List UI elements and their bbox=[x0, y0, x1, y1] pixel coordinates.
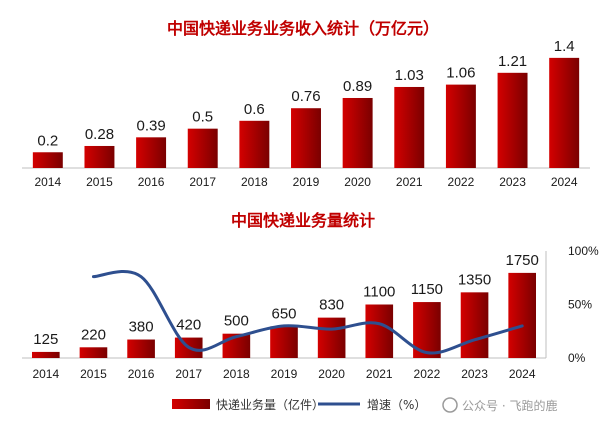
bottom-value-label-2023: 1350 bbox=[458, 271, 491, 288]
top-value-label-2024: 1.4 bbox=[554, 38, 575, 55]
top-x-tick-2016: 2016 bbox=[138, 175, 165, 189]
top-value-label-2014: 0.2 bbox=[37, 132, 58, 149]
top-bar-2015 bbox=[84, 145, 115, 168]
top-value-label-2016: 0.39 bbox=[136, 117, 165, 134]
top-x-tick-2015: 2015 bbox=[86, 175, 113, 189]
top-bar-2018 bbox=[239, 120, 270, 168]
top-x-tick-2017: 2017 bbox=[189, 175, 216, 189]
watermark-text: 公众号 · 飞跑的鹿 bbox=[462, 398, 557, 413]
bottom-value-label-2018: 500 bbox=[224, 313, 249, 330]
bottom-x-tick-2016: 2016 bbox=[128, 367, 155, 381]
bottom-bar-2024 bbox=[508, 272, 536, 358]
top-bar-2021 bbox=[394, 86, 425, 168]
legend-bar-label: 快递业务量（亿件） bbox=[216, 397, 324, 412]
top-bar-2023 bbox=[497, 72, 528, 168]
bottom-chart: 125 2014 220 2015 380 2016 420 2017 500 2018 650 20… bbox=[22, 244, 599, 381]
bottom-value-label-2015: 220 bbox=[81, 326, 106, 343]
top-bar-2019 bbox=[291, 108, 321, 168]
top-chart-title: 中国快递业务业务收入统计（万亿元） bbox=[167, 19, 439, 38]
top-x-tick-2019: 2019 bbox=[293, 175, 320, 189]
bottom-value-label-2019: 650 bbox=[271, 305, 296, 322]
top-bar-2016 bbox=[136, 137, 167, 168]
bottom-bar-2014 bbox=[32, 351, 60, 358]
top-bar-2017 bbox=[187, 128, 218, 168]
top-bar-2014 bbox=[32, 152, 63, 168]
bottom-x-tick-2022: 2022 bbox=[414, 367, 441, 381]
bottom-bar-2019 bbox=[270, 326, 298, 358]
top-value-label-2023: 1.21 bbox=[498, 53, 527, 70]
top-value-label-2020: 0.89 bbox=[343, 78, 372, 95]
top-x-tick-2023: 2023 bbox=[499, 175, 526, 189]
top-x-tick-2014: 2014 bbox=[34, 175, 61, 189]
legend-line-label: 增速（%） bbox=[367, 398, 426, 412]
top-value-label-2015: 0.28 bbox=[85, 126, 114, 143]
bottom-value-label-2016: 380 bbox=[129, 319, 154, 336]
top-value-label-2019: 0.76 bbox=[291, 88, 320, 105]
top-x-tick-2024: 2024 bbox=[551, 175, 578, 189]
bottom-chart-title: 中国快递业务量统计 bbox=[231, 211, 375, 230]
top-value-label-2022: 1.06 bbox=[446, 65, 475, 82]
right-y-tick-100pct: 100% bbox=[568, 244, 599, 258]
legend: 快递业务量（亿件） 增速（%） bbox=[172, 397, 426, 412]
bottom-x-tick-2014: 2014 bbox=[32, 367, 59, 381]
bottom-x-tick-2020: 2020 bbox=[318, 367, 345, 381]
top-bar-2022 bbox=[445, 84, 476, 168]
bottom-bar-2023 bbox=[460, 292, 489, 358]
growth-rate-line bbox=[91, 270, 524, 355]
top-value-label-2021: 1.03 bbox=[395, 67, 424, 84]
bottom-value-label-2020: 830 bbox=[319, 297, 344, 314]
bottom-x-tick-2017: 2017 bbox=[175, 367, 202, 381]
legend-bar-swatch bbox=[172, 399, 210, 409]
bottom-x-tick-2015: 2015 bbox=[80, 367, 107, 381]
top-x-tick-2022: 2022 bbox=[448, 175, 475, 189]
bottom-value-label-2021: 1100 bbox=[363, 284, 395, 301]
watermark: 公众号 · 飞跑的鹿 bbox=[442, 397, 557, 413]
top-x-tick-2020: 2020 bbox=[344, 175, 371, 189]
top-chart: 0.2 2014 0.28 2015 0.39 2016 0.5 2017 0.6 2018 0.7… bbox=[22, 38, 590, 189]
bottom-bar-2020 bbox=[317, 317, 346, 358]
bottom-x-tick-2021: 2021 bbox=[366, 367, 393, 381]
bottom-bar-2021 bbox=[365, 304, 394, 358]
top-x-tick-2018: 2018 bbox=[241, 175, 268, 189]
bottom-value-label-2017: 420 bbox=[176, 317, 201, 334]
bottom-bar-2016 bbox=[127, 339, 155, 358]
wechat-icon bbox=[442, 397, 458, 413]
bottom-x-tick-2019: 2019 bbox=[271, 367, 298, 381]
bottom-value-label-2024: 1750 bbox=[505, 252, 538, 269]
bottom-x-tick-2024: 2024 bbox=[509, 367, 536, 381]
top-value-label-2017: 0.5 bbox=[192, 109, 213, 126]
top-bar-2024 bbox=[549, 57, 580, 168]
bottom-value-label-2014: 125 bbox=[33, 331, 58, 348]
top-value-label-2018: 0.6 bbox=[244, 101, 265, 118]
top-x-tick-2021: 2021 bbox=[396, 175, 423, 189]
bottom-x-tick-2018: 2018 bbox=[223, 367, 250, 381]
bottom-bar-2015 bbox=[79, 347, 108, 358]
right-y-tick-50pct: 50% bbox=[568, 298, 592, 312]
right-y-tick-0pct: 0% bbox=[568, 351, 586, 365]
bottom-value-label-2022: 1150 bbox=[411, 281, 443, 298]
top-bar-2020 bbox=[342, 97, 373, 168]
bottom-x-tick-2023: 2023 bbox=[461, 367, 488, 381]
